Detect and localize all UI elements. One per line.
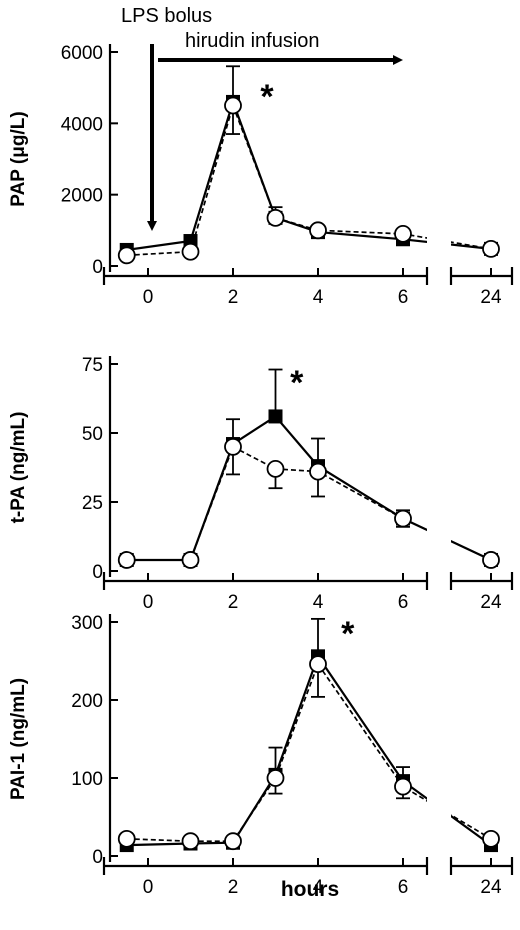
data-point-circle xyxy=(181,551,200,569)
data-point-circle xyxy=(224,832,242,851)
series-circles-line xyxy=(126,662,492,843)
x-tick-label: 6 xyxy=(398,592,409,613)
y-tick-label: 0 xyxy=(92,847,103,868)
significance-marker: * xyxy=(290,364,304,402)
x-tick-label: 24 xyxy=(480,877,502,898)
x-tick-label: 6 xyxy=(398,287,409,308)
data-point-circle xyxy=(181,832,200,851)
y-tick-label: 4000 xyxy=(61,114,103,135)
x-tick-label: 4 xyxy=(313,592,324,613)
plot-area xyxy=(126,98,492,257)
significance-marker: * xyxy=(341,615,355,653)
y-tick-label: 75 xyxy=(82,355,103,376)
data-point-circle xyxy=(309,221,327,240)
data-point-circle xyxy=(394,777,412,796)
data-point-circle xyxy=(482,829,500,848)
x-tick-label: 2 xyxy=(228,592,239,613)
x-tick-label: 0 xyxy=(143,592,154,613)
y-axis-label: t-PA (ng/mL) xyxy=(8,412,29,524)
y-tick-label: 50 xyxy=(82,424,103,445)
x-tick-label: 2 xyxy=(228,287,239,308)
x-tick-label: 2 xyxy=(228,877,239,898)
y-tick-label: 100 xyxy=(71,769,103,790)
y-tick-label: 200 xyxy=(71,691,103,712)
series-circles-line xyxy=(126,102,492,257)
data-point-circle xyxy=(394,224,412,243)
series-squares-line xyxy=(126,414,492,562)
data-point-circle xyxy=(394,509,412,528)
x-tick-label: 0 xyxy=(143,287,154,308)
y-tick-label: 2000 xyxy=(61,186,103,207)
series-circles-line xyxy=(126,445,492,561)
plot-area xyxy=(126,414,492,562)
y-tick-label: 6000 xyxy=(61,43,103,64)
data-point-square xyxy=(268,409,283,424)
data-point-circle xyxy=(309,462,327,481)
plot-area xyxy=(126,653,492,847)
x-tick-label: 4 xyxy=(313,287,324,308)
bolus-annotation: LPS bolus xyxy=(121,5,212,27)
data-point-circle xyxy=(309,655,327,674)
y-tick-label: 0 xyxy=(92,257,103,278)
data-point-circle xyxy=(266,769,285,787)
y-axis-label: PAP (μg/L) xyxy=(8,111,29,206)
data-point-circle xyxy=(482,239,500,258)
series-squares-line xyxy=(126,653,492,847)
data-point-circle xyxy=(266,459,285,478)
x-tick-label: 24 xyxy=(480,287,502,308)
data-point-circle xyxy=(181,242,200,261)
data-point-circle xyxy=(482,551,500,569)
significance-marker: * xyxy=(260,78,274,116)
y-axis-label: PAI-1 (ng/mL) xyxy=(8,678,29,800)
data-point-circle xyxy=(224,437,242,456)
x-axis-label: hours xyxy=(281,878,339,901)
data-point-circle xyxy=(117,829,136,848)
data-point-circle xyxy=(117,551,136,569)
y-tick-label: 300 xyxy=(71,613,103,634)
x-tick-label: 24 xyxy=(480,592,502,613)
y-tick-label: 25 xyxy=(82,493,103,514)
x-tick-label: 4 xyxy=(313,877,324,898)
infusion-annotation: hirudin infusion xyxy=(185,30,320,52)
data-point-circle xyxy=(117,246,136,265)
x-tick-label: 0 xyxy=(143,877,154,898)
x-tick-label: 6 xyxy=(398,877,409,898)
data-point-circle xyxy=(224,96,242,115)
y-tick-label: 0 xyxy=(92,562,103,583)
data-point-circle xyxy=(266,208,285,227)
